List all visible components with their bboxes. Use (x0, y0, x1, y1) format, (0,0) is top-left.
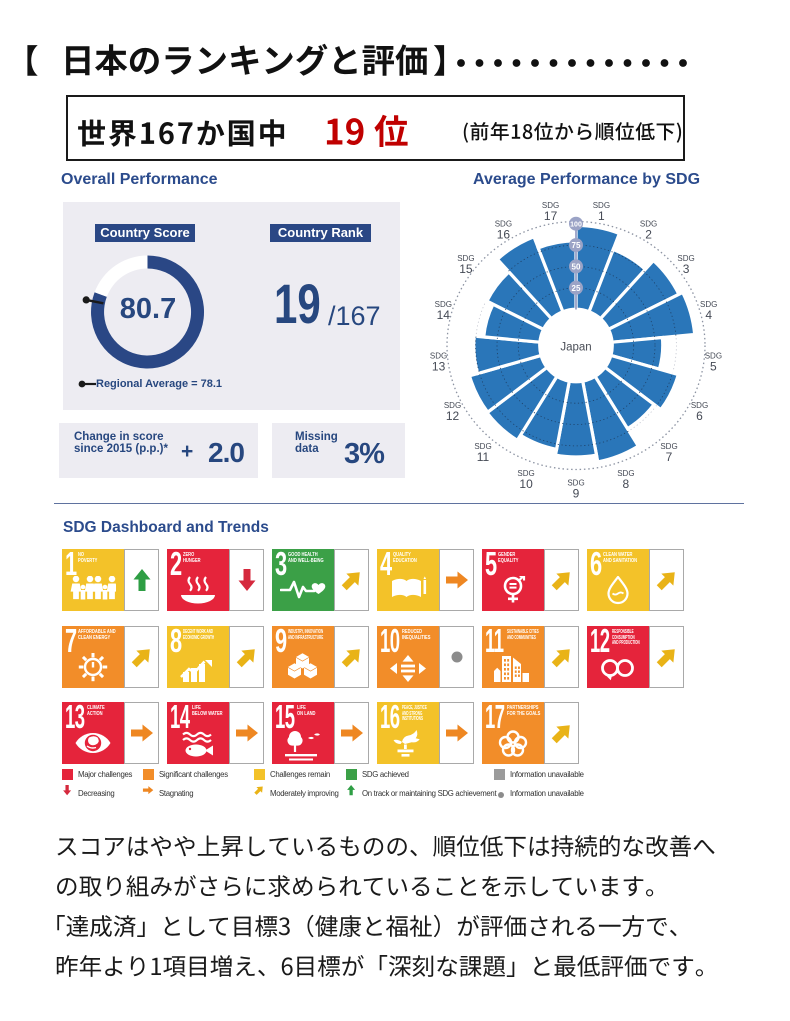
svg-text:16: 16 (497, 228, 511, 242)
svg-text:8: 8 (623, 477, 630, 491)
svg-text:SDG: SDG (593, 201, 610, 210)
svg-text:SDG: SDG (705, 351, 722, 360)
svg-text:SDG: SDG (430, 351, 447, 360)
svg-text:12: 12 (446, 409, 460, 423)
svg-text:SDG: SDG (517, 469, 534, 478)
svg-text:7: 7 (666, 450, 673, 464)
svg-text:Japan: Japan (560, 342, 591, 354)
svg-text:100: 100 (570, 222, 582, 229)
svg-text:2: 2 (645, 228, 652, 242)
svg-text:1: 1 (598, 209, 605, 223)
svg-text:SDG: SDG (435, 300, 452, 309)
svg-text:SDG: SDG (567, 479, 584, 488)
svg-text:SDG: SDG (700, 300, 717, 309)
svg-text:11: 11 (477, 450, 490, 464)
svg-text:SDG: SDG (444, 401, 461, 410)
svg-text:3: 3 (683, 262, 690, 276)
svg-text:15: 15 (459, 262, 473, 276)
svg-text:14: 14 (437, 308, 451, 322)
svg-text:10: 10 (519, 477, 533, 491)
svg-text:75: 75 (572, 241, 581, 250)
svg-text:SDG: SDG (640, 220, 657, 229)
svg-text:SDG: SDG (691, 401, 708, 410)
svg-text:SDG: SDG (677, 254, 694, 263)
svg-text:5: 5 (710, 359, 717, 373)
svg-text:6: 6 (696, 409, 703, 423)
svg-text:SDG: SDG (474, 442, 491, 451)
svg-text:SDG: SDG (495, 220, 512, 229)
svg-text:13: 13 (432, 359, 446, 373)
svg-text:SDG: SDG (617, 469, 634, 478)
svg-text:4: 4 (705, 308, 712, 322)
svg-text:SDG: SDG (542, 201, 559, 210)
svg-text:17: 17 (544, 209, 558, 223)
svg-text:SDG: SDG (660, 442, 677, 451)
svg-text:SDG: SDG (457, 254, 474, 263)
svg-text:9: 9 (573, 487, 580, 501)
svg-text:50: 50 (572, 262, 581, 271)
svg-text:25: 25 (572, 284, 581, 293)
